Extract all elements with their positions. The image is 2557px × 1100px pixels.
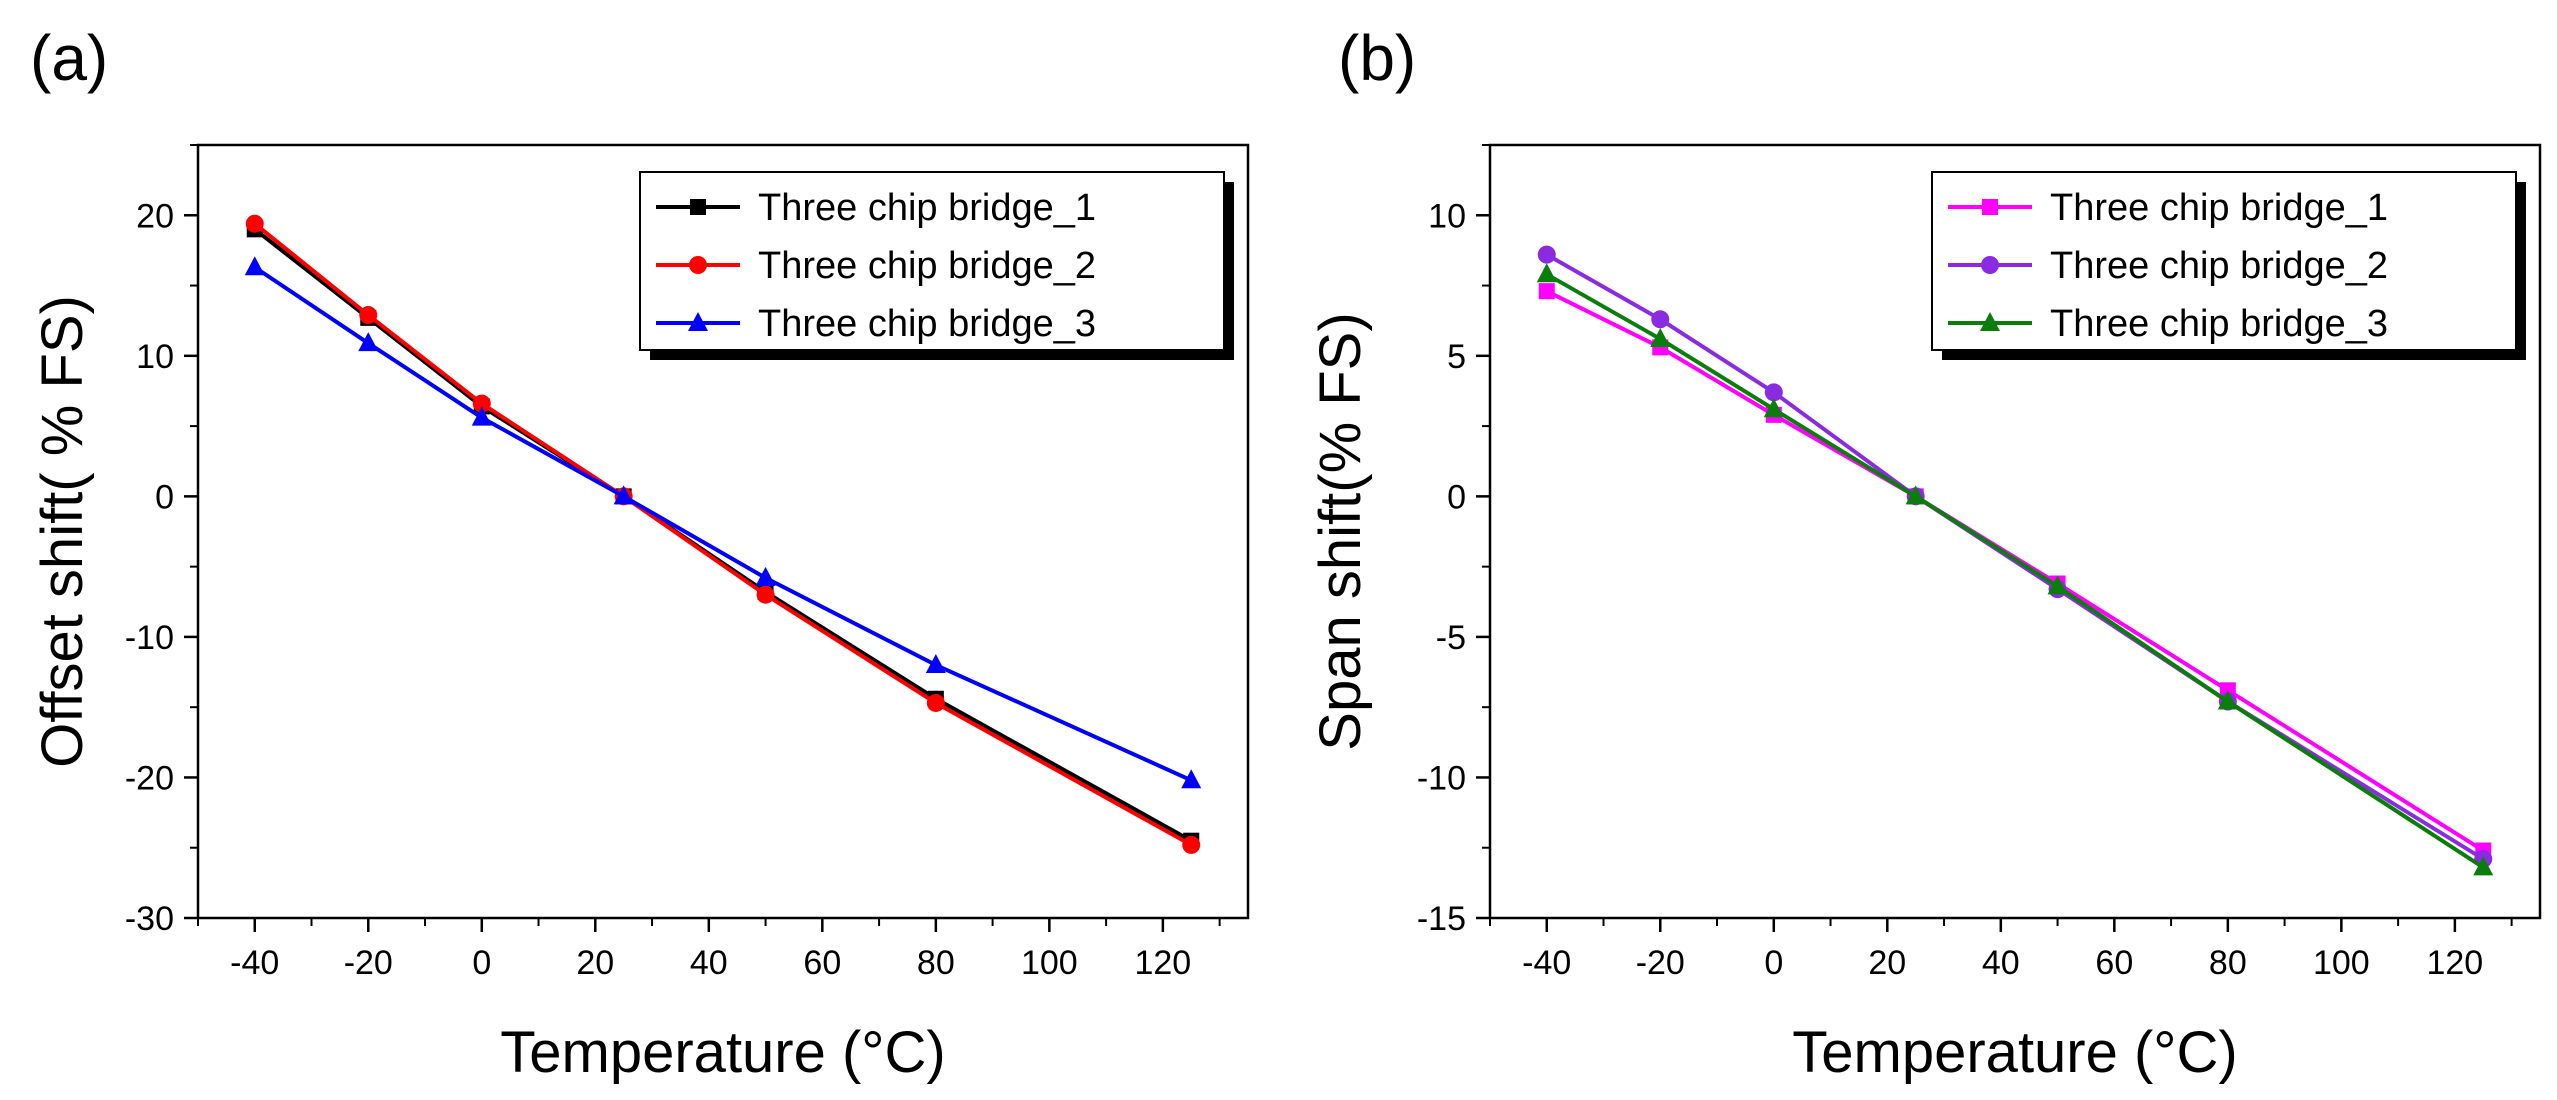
legend-marker-2 (1981, 256, 1999, 274)
legend-marker-1 (1982, 199, 1998, 215)
x-tick-label: 60 (803, 944, 841, 982)
x-tick-label: -40 (1522, 944, 1571, 982)
x-tick-label: 40 (690, 944, 728, 982)
data-point-series-3 (1763, 398, 1784, 418)
legend-label-1: Three chip bridge_1 (758, 187, 1096, 229)
legend-label-2: Three chip bridge_2 (2050, 245, 2388, 287)
data-point-series-3 (2473, 856, 2494, 876)
y-axis-label: Span shift(% FS) (1308, 312, 1373, 750)
x-tick-label: -20 (1636, 944, 1685, 982)
plot-frame (1488, 143, 2542, 920)
data-point-series-3 (358, 332, 379, 352)
x-tick-label: 100 (2313, 944, 2370, 982)
y-tick-label: 0 (1447, 478, 1466, 516)
legend-label-3: Three chip bridge_3 (2050, 303, 2388, 345)
x-tick-label: 100 (1021, 944, 1078, 982)
data-point-series-2 (245, 214, 264, 233)
data-point-series-3 (1536, 263, 1557, 283)
legend-box (1931, 171, 2517, 351)
legend-label-2: Three chip bridge_2 (758, 245, 1096, 287)
data-point-series-2 (359, 306, 378, 325)
y-tick-label: 20 (136, 197, 174, 235)
y-tick-label: -5 (1436, 619, 1466, 657)
legend-label-3: Three chip bridge_3 (758, 303, 1096, 345)
legend-marker-1 (690, 199, 706, 215)
x-tick-label: 20 (1868, 944, 1906, 982)
x-axis-label: Temperature (°C) (500, 1020, 945, 1085)
y-tick-label: -20 (125, 759, 174, 797)
y-tick-label: 10 (136, 338, 174, 376)
data-point-series-3 (1905, 485, 1926, 505)
data-point-series-3 (471, 406, 492, 426)
data-point-series-2 (1537, 245, 1556, 264)
y-tick-label: 5 (1447, 338, 1466, 376)
data-point-series-2 (1651, 310, 1670, 329)
x-tick-label: 120 (2426, 944, 2483, 982)
x-tick-label: 120 (1134, 944, 1191, 982)
chart-panel-b: (b) -40 -20 0 20 40 60 80 100 120 -15 -10 -5 0 5 10 Temp… (1308, 22, 2542, 1085)
data-point-series-3 (755, 566, 776, 586)
x-tick-label: -20 (344, 944, 393, 982)
x-tick-label: 20 (576, 944, 614, 982)
x-tick-label: 40 (1982, 944, 2020, 982)
data-point-series-2 (472, 394, 491, 413)
data-point-series-3 (244, 256, 265, 276)
x-tick-label: 0 (472, 944, 491, 982)
data-point-series-3 (2217, 690, 2238, 710)
y-tick-label: -30 (125, 900, 174, 938)
x-tick-label: 80 (2209, 944, 2247, 982)
x-axis-label: Temperature (°C) (1792, 1020, 2237, 1085)
data-point-series-2 (926, 693, 945, 712)
legend-box (639, 171, 1225, 351)
series-line-1 (1545, 289, 2485, 853)
x-tick-label: 0 (1764, 944, 1783, 982)
x-tick-label: 60 (2095, 944, 2133, 982)
panel-label: (a) (30, 22, 108, 94)
legend-label-1: Three chip bridge_1 (2050, 187, 2388, 229)
y-tick-label: -10 (1417, 759, 1466, 797)
panel-label: (b) (1338, 22, 1416, 94)
data-point-series-2 (1764, 383, 1783, 402)
x-tick-label: -40 (230, 944, 279, 982)
chart-panel-a: (a) -40 -20 0 20 40 60 80 100 120 -30 -20 -10 0 10 20 Te… (30, 22, 1250, 1085)
data-point-series-2 (1182, 835, 1201, 854)
y-axis-label: Offset shift( % FS) (30, 295, 95, 768)
data-point-series-3 (1650, 327, 1671, 347)
legend-marker-2 (689, 256, 707, 274)
data-point-series-2 (756, 585, 775, 604)
plot-frame (196, 143, 1250, 920)
y-tick-label: 0 (155, 478, 174, 516)
y-tick-label: -10 (125, 619, 174, 657)
y-tick-label: -15 (1417, 900, 1466, 938)
data-point-series-1 (1538, 283, 1555, 300)
x-tick-label: 80 (917, 944, 955, 982)
data-point-series-3 (613, 485, 634, 505)
y-tick-label: 10 (1428, 197, 1466, 235)
legend-marker-3 (688, 312, 708, 331)
data-point-series-3 (1181, 769, 1202, 789)
data-point-series-3 (2047, 575, 2068, 595)
legend-marker-3 (1980, 312, 2000, 331)
data-point-series-3 (925, 654, 946, 674)
